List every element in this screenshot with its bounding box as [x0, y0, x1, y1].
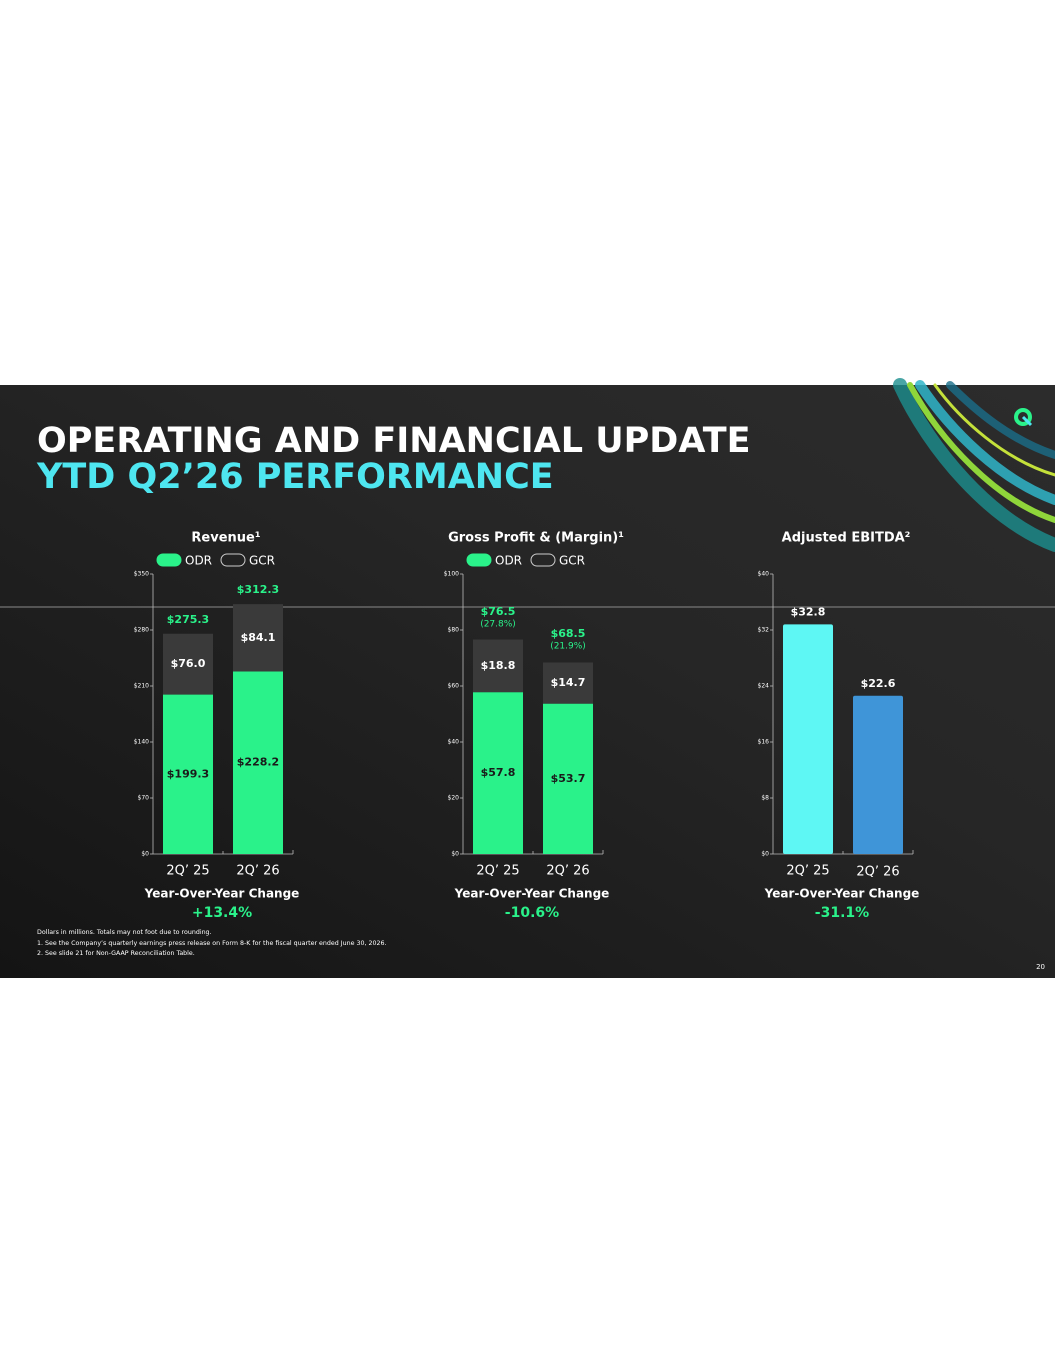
y-tick-label: $8	[761, 795, 769, 802]
x-tick-label: 2Q’ 26	[236, 864, 279, 879]
value-label: $84.1	[241, 631, 276, 644]
legend-label: GCR	[559, 554, 585, 568]
x-tick-label: 2Q’ 25	[166, 864, 209, 879]
bar-segment	[233, 671, 283, 854]
y-tick-label: $350	[134, 571, 149, 578]
bar-segment	[163, 633, 213, 695]
y-tick-label: $0	[451, 851, 459, 858]
y-tick-label: $210	[134, 683, 149, 690]
y-tick-label: $140	[134, 739, 149, 746]
y-tick-label: $40	[448, 739, 460, 746]
slide-subtitle: YTD Q2’26 PERFORMANCE	[36, 457, 554, 497]
decorative-swoosh	[893, 378, 1055, 552]
total-label: $76.5	[481, 605, 516, 618]
chart-title: Gross Profit & (Margin)¹	[448, 531, 624, 546]
y-tick-label: $80	[448, 627, 460, 634]
y-tick-label: $60	[448, 683, 460, 690]
value-label: $32.8	[791, 605, 826, 618]
bar	[783, 624, 833, 854]
yoy-title: Year-Over-Year Change	[144, 887, 300, 901]
yoy-title: Year-Over-Year Change	[764, 887, 920, 901]
value-label: $53.7	[551, 772, 586, 785]
legend-label: ODR	[185, 554, 212, 568]
y-tick-label: $32	[758, 627, 770, 634]
x-tick-label: 2Q’ 25	[786, 864, 829, 879]
total-label: $275.3	[167, 613, 209, 626]
y-tick-label: $40	[758, 571, 770, 578]
y-tick-label: $70	[138, 795, 150, 802]
bar-segment	[473, 692, 523, 854]
value-label: $76.0	[171, 657, 206, 670]
chart-title: Adjusted EBITDA²	[782, 531, 911, 546]
legend-swatch	[530, 553, 556, 567]
x-tick-label: 2Q’ 26	[546, 864, 589, 879]
legend-label: GCR	[249, 554, 275, 568]
value-label: $57.8	[481, 766, 516, 779]
total-label: $312.3	[237, 583, 279, 596]
logo	[1014, 408, 1033, 427]
y-tick-label: $280	[134, 627, 149, 634]
page-number: 20	[1036, 963, 1045, 971]
bar-segment	[233, 604, 283, 672]
value-label: $228.2	[237, 756, 279, 769]
y-tick-label: $0	[761, 851, 769, 858]
y-tick-label: $0	[141, 851, 149, 858]
legend-swatch	[156, 553, 182, 567]
bar-segment	[473, 639, 523, 693]
legend-label: ODR	[495, 554, 522, 568]
bar-segment	[543, 703, 593, 854]
yoy-change: -31.1%	[815, 905, 869, 921]
yoy-title: Year-Over-Year Change	[454, 887, 610, 901]
x-tick-label: 2Q’ 25	[476, 864, 519, 879]
margin-label: (21.9%)	[550, 642, 586, 652]
value-label: $199.3	[167, 767, 209, 780]
margin-label: (27.8%)	[480, 619, 516, 629]
x-tick-label: 2Q’ 26	[856, 865, 899, 880]
bar	[853, 695, 903, 854]
y-tick-label: $16	[758, 739, 770, 746]
chart-title: Revenue¹	[191, 531, 260, 546]
footnote: 1. See the Company’s quarterly earnings …	[37, 940, 387, 947]
yoy-change: +13.4%	[192, 905, 252, 921]
slide-title: OPERATING AND FINANCIAL UPDATE	[37, 421, 751, 461]
yoy-change: -10.6%	[505, 905, 559, 921]
footnote: Dollars in millions. Totals may not foot…	[37, 929, 212, 936]
legend-swatch	[466, 553, 492, 567]
value-label: $14.7	[551, 676, 586, 689]
value-label: $18.8	[481, 659, 516, 672]
y-tick-label: $24	[758, 683, 770, 690]
legend-swatch	[220, 553, 246, 567]
total-label: $68.5	[551, 627, 586, 640]
footnote: 2. See slide 21 for Non-GAAP Reconciliat…	[37, 950, 195, 957]
y-tick-label: $100	[444, 571, 459, 578]
y-tick-label: $20	[448, 795, 460, 802]
bar-segment	[543, 662, 593, 704]
value-label: $22.6	[861, 677, 896, 690]
bar-segment	[163, 694, 213, 854]
